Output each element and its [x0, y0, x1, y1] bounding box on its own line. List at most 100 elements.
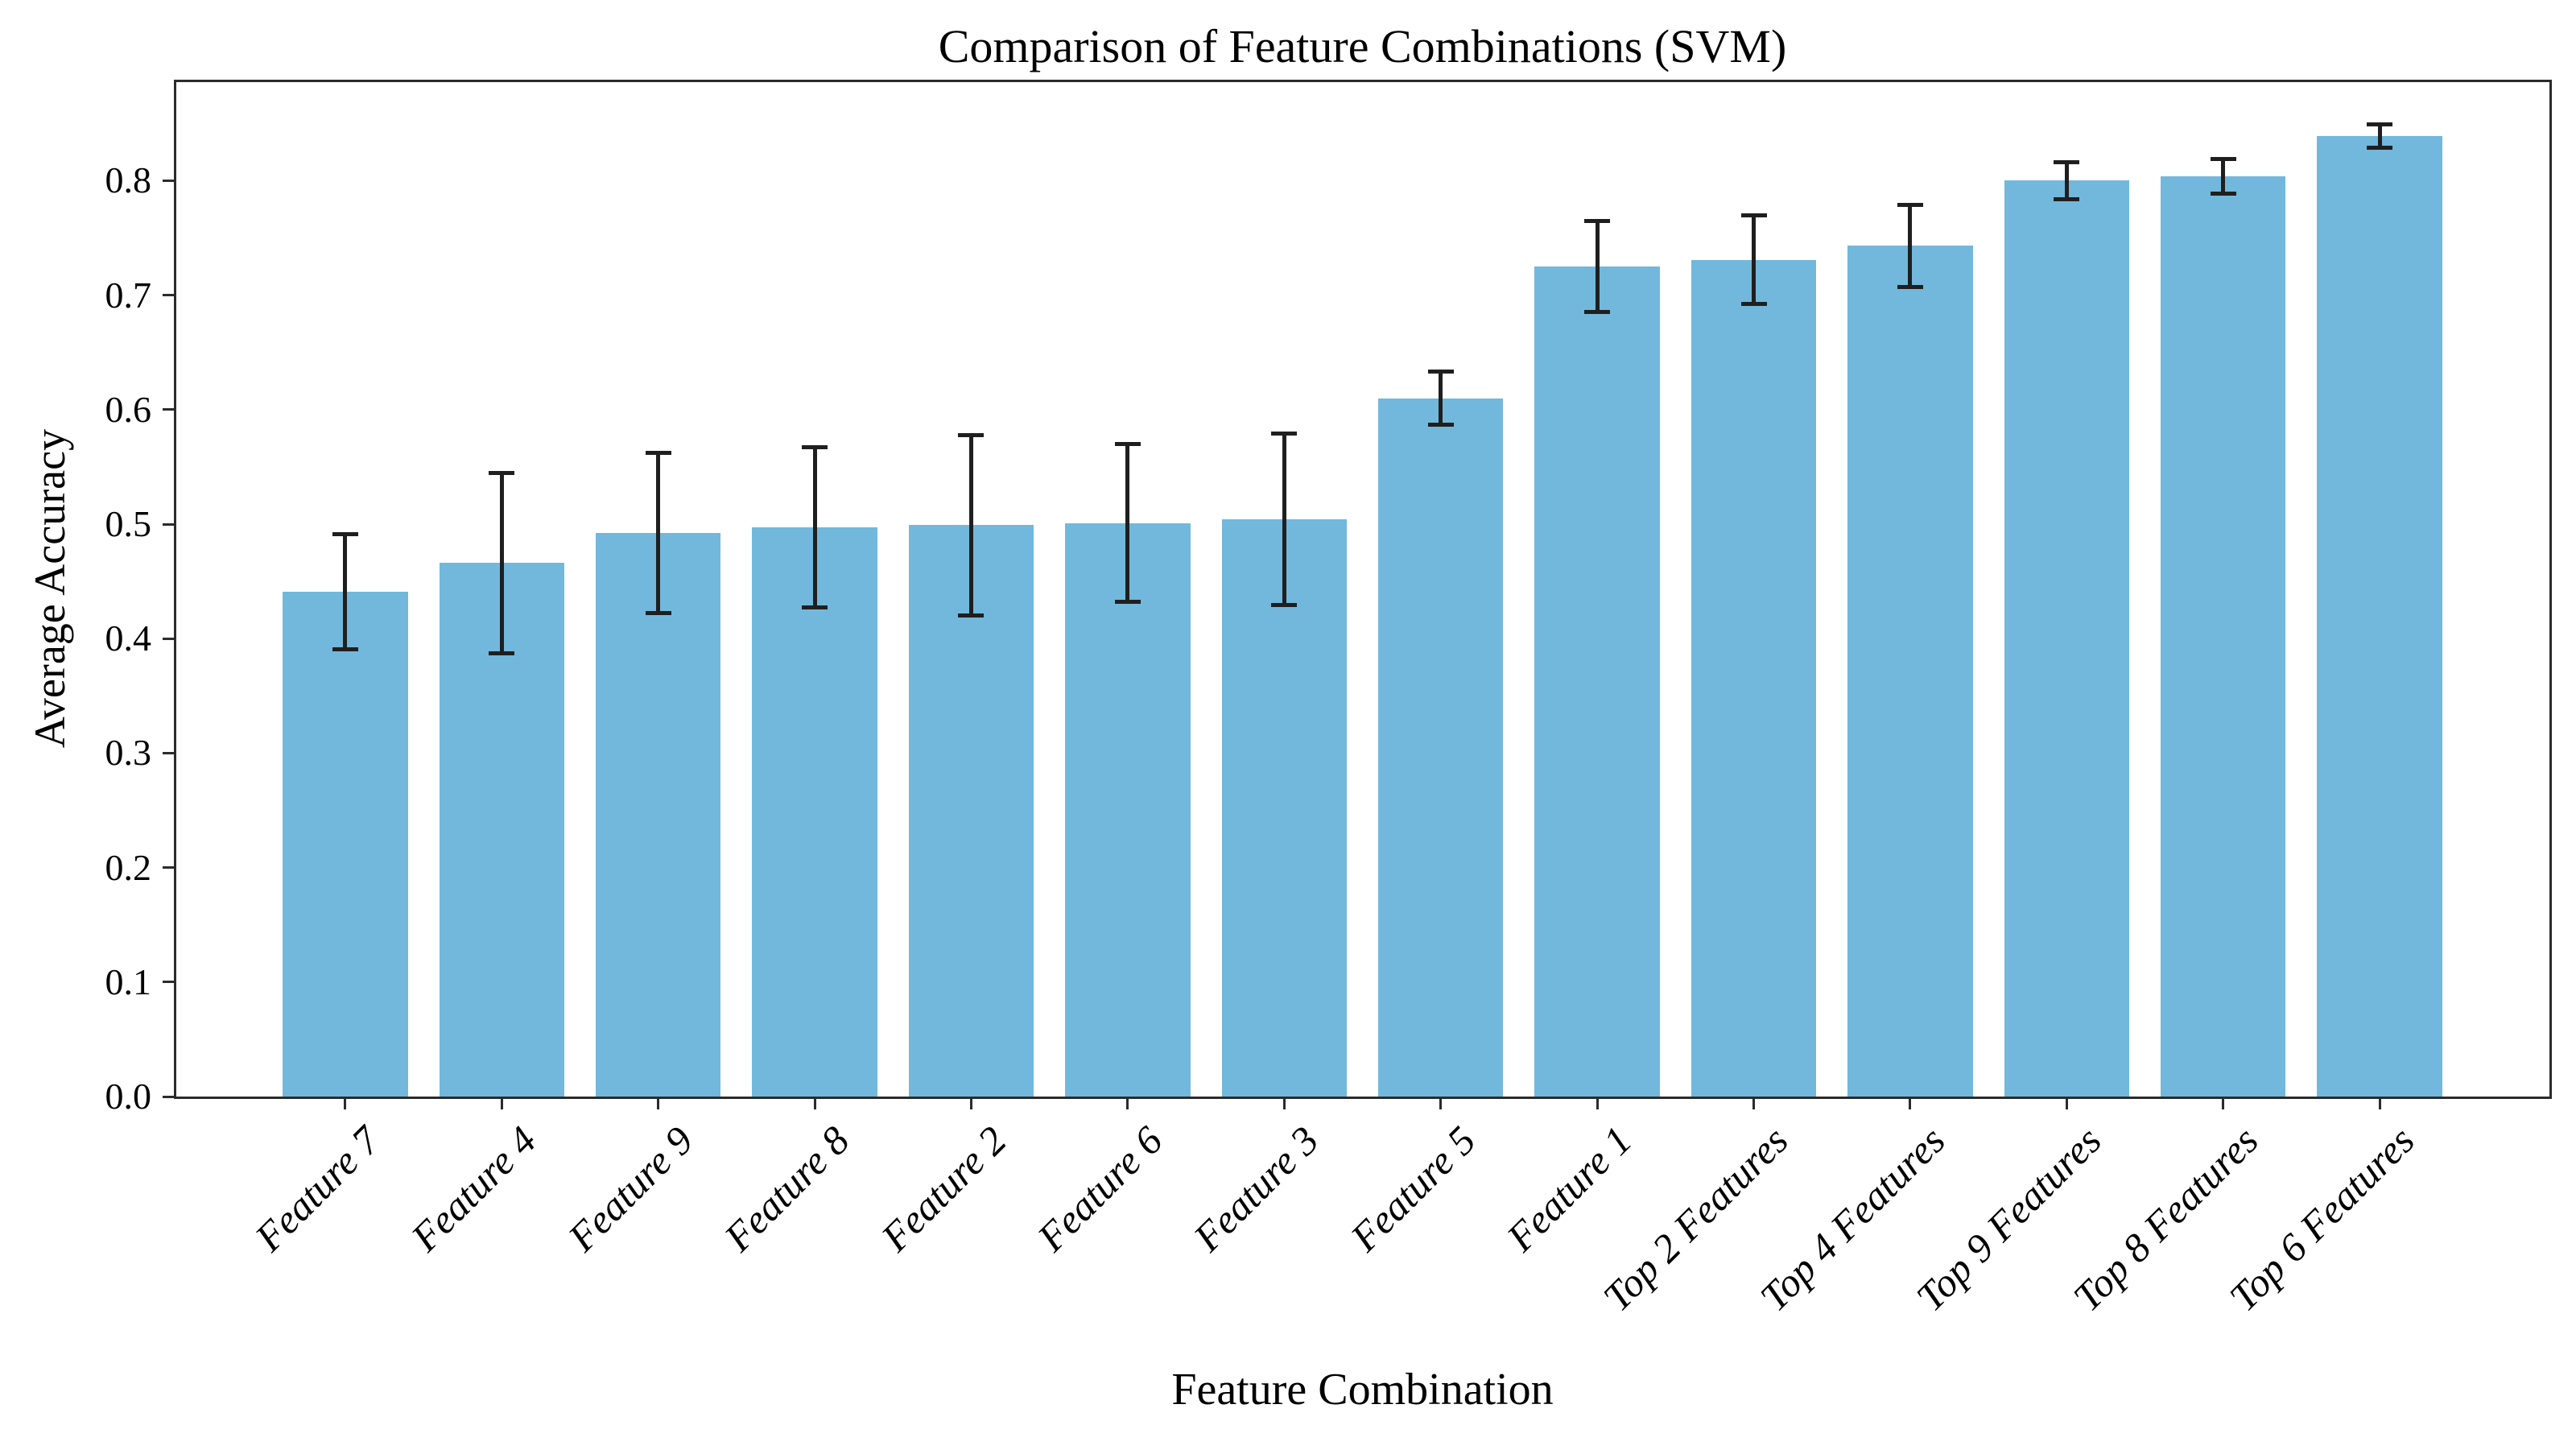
- error-bar-cap: [1897, 285, 1923, 290]
- x-axis-label: Feature Combination: [1171, 1365, 1554, 1415]
- error-bar-cap: [2367, 122, 2393, 127]
- error-bar-cap: [1740, 213, 1767, 217]
- error-bar-cap: [489, 470, 515, 475]
- error-bar-cap: [2210, 156, 2236, 161]
- y-tick-mark: [162, 637, 174, 640]
- x-tick-mark: [657, 1097, 660, 1109]
- error-bar-cap: [1114, 600, 1141, 605]
- y-tick-label: 0.3: [105, 732, 152, 774]
- x-tick-mark: [969, 1097, 972, 1109]
- x-tick-mark: [813, 1097, 816, 1109]
- y-tick-label: 0.1: [105, 960, 152, 1002]
- x-tick-mark: [2378, 1097, 2381, 1109]
- error-bar-cap: [1427, 370, 1454, 374]
- x-tick-mark: [1282, 1097, 1286, 1109]
- bar: [1065, 523, 1191, 1097]
- x-tick-label: Feature 2: [872, 1117, 1015, 1260]
- y-tick-label: 0.7: [105, 274, 152, 316]
- x-tick-label: Feature 7: [246, 1117, 389, 1260]
- error-bar-cap: [489, 651, 515, 656]
- error-bar-line: [1595, 221, 1600, 312]
- x-tick-label: Feature 3: [1185, 1117, 1327, 1260]
- bar: [1690, 259, 1817, 1097]
- y-tick-mark: [162, 523, 174, 526]
- error-bar-cap: [2054, 160, 2080, 165]
- x-tick-mark: [2065, 1097, 2068, 1109]
- error-bar-line: [343, 534, 348, 649]
- error-bar-cap: [1897, 202, 1923, 207]
- error-bar-line: [2221, 159, 2226, 194]
- y-tick-mark: [162, 179, 174, 182]
- x-tick-label: Feature 8: [715, 1117, 858, 1260]
- error-bar-line: [1125, 444, 1130, 602]
- y-tick-label: 0.4: [105, 618, 152, 659]
- error-bar-cap: [802, 605, 828, 610]
- x-tick-mark: [1596, 1097, 1599, 1109]
- error-bar-line: [1439, 371, 1443, 425]
- error-bar-cap: [2054, 196, 2080, 201]
- chart-title: Comparison of Feature Combinations (SVM): [938, 20, 1787, 72]
- error-bar-cap: [2210, 191, 2236, 196]
- error-bar-cap: [1271, 603, 1298, 608]
- error-bar-cap: [2367, 145, 2393, 150]
- error-bar-line: [1282, 433, 1286, 605]
- error-bar-cap: [1271, 432, 1298, 436]
- bar: [1221, 519, 1348, 1097]
- bar: [752, 527, 877, 1097]
- bar: [595, 533, 721, 1097]
- error-bar-cap: [1584, 310, 1611, 315]
- x-tick-mark: [500, 1097, 503, 1109]
- y-tick-mark: [162, 981, 174, 984]
- bar: [2004, 180, 2130, 1097]
- error-bar-line: [499, 473, 504, 654]
- error-bar-cap: [645, 451, 671, 456]
- error-bar-line: [812, 447, 817, 608]
- error-bar-line: [656, 452, 661, 613]
- error-bar-cap: [1740, 302, 1767, 307]
- y-tick-label: 0.6: [105, 388, 152, 430]
- error-bar-cap: [802, 445, 828, 450]
- y-tick-mark: [162, 751, 174, 754]
- x-tick-label: Feature 9: [559, 1117, 702, 1260]
- bar: [1847, 246, 1973, 1097]
- bar: [908, 525, 1034, 1097]
- error-bar-line: [1908, 204, 1913, 287]
- bar: [2160, 176, 2286, 1097]
- y-tick-label: 0.8: [105, 159, 152, 201]
- bar: [283, 591, 408, 1097]
- x-tick-label: Feature 6: [1028, 1117, 1171, 1260]
- error-bar-cap: [1584, 218, 1611, 223]
- error-bar-line: [1752, 215, 1756, 304]
- x-tick-label: Feature 4: [402, 1117, 545, 1260]
- bar: [2317, 135, 2442, 1097]
- error-bar-cap: [332, 532, 358, 537]
- error-bar-line: [2064, 162, 2069, 200]
- error-bar-cap: [1114, 441, 1141, 446]
- x-tick-mark: [1439, 1097, 1443, 1109]
- y-tick-mark: [162, 866, 174, 870]
- x-tick-label: Feature 5: [1341, 1117, 1484, 1260]
- x-tick-mark: [1126, 1097, 1129, 1109]
- x-tick-mark: [2222, 1097, 2225, 1109]
- error-bar-line: [968, 435, 973, 616]
- error-bar-cap: [332, 646, 358, 651]
- bar: [1534, 266, 1660, 1097]
- y-tick-mark: [162, 1095, 174, 1098]
- bar: [1377, 398, 1504, 1097]
- y-tick-mark: [162, 408, 174, 411]
- error-bar-line: [2377, 124, 2382, 148]
- y-tick-label: 0.0: [105, 1076, 152, 1117]
- error-bar-cap: [1427, 422, 1454, 427]
- error-bar-cap: [958, 613, 985, 618]
- y-tick-mark: [162, 294, 174, 297]
- x-tick-mark: [1752, 1097, 1755, 1109]
- x-tick-mark: [344, 1097, 347, 1109]
- x-tick-label: Feature 1: [1497, 1117, 1641, 1260]
- error-bar-cap: [958, 432, 985, 437]
- y-tick-label: 0.5: [105, 503, 152, 544]
- error-bar-cap: [645, 611, 671, 616]
- x-tick-mark: [1909, 1097, 1912, 1109]
